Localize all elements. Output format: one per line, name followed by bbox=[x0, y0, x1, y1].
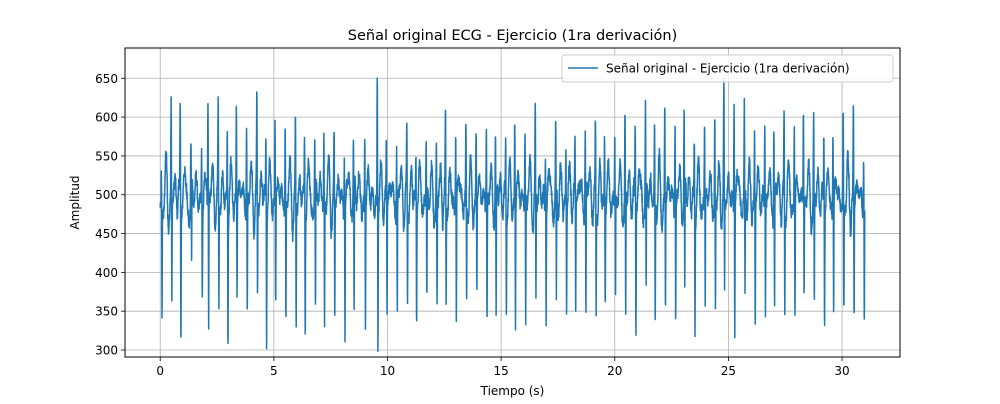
x-tick-label: 15 bbox=[493, 364, 508, 378]
axes-frame bbox=[124, 47, 901, 358]
x-tick-label: 5 bbox=[270, 364, 278, 378]
y-tick-label: 350 bbox=[95, 305, 118, 319]
y-axis-label: Amplitud bbox=[68, 175, 82, 229]
y-tick-label: 650 bbox=[95, 72, 118, 86]
y-tick-label: 500 bbox=[95, 188, 118, 202]
series-line-ecg bbox=[159, 77, 866, 353]
axis-ticks: 0 5 10 15 20 25 30 300 350 400 450 500 550 600 650 bbox=[95, 72, 850, 378]
plot-area bbox=[159, 77, 866, 353]
y-tick-label: 600 bbox=[95, 111, 118, 125]
x-axis-label: Tiempo (s) bbox=[480, 384, 545, 398]
x-tick-label: 30 bbox=[834, 364, 849, 378]
grid-lines bbox=[125, 48, 900, 357]
legend-box bbox=[561, 54, 894, 83]
legend-label: Señal original - Ejercicio (1ra derivaci… bbox=[606, 62, 850, 76]
y-tick-label: 300 bbox=[95, 344, 118, 358]
y-tick-label: 400 bbox=[95, 266, 118, 280]
x-tick-label: 0 bbox=[156, 364, 164, 378]
chart-title: Señal original ECG - Ejercicio (1ra deri… bbox=[348, 28, 678, 44]
x-tick-label: 20 bbox=[607, 364, 622, 378]
y-tick-label: 550 bbox=[95, 149, 118, 163]
x-tick-label: 10 bbox=[380, 364, 395, 378]
x-tick-label: 25 bbox=[721, 364, 736, 378]
y-tick-label: 450 bbox=[95, 227, 118, 241]
legend: Señal original - Ejercicio (1ra derivaci… bbox=[561, 54, 894, 83]
